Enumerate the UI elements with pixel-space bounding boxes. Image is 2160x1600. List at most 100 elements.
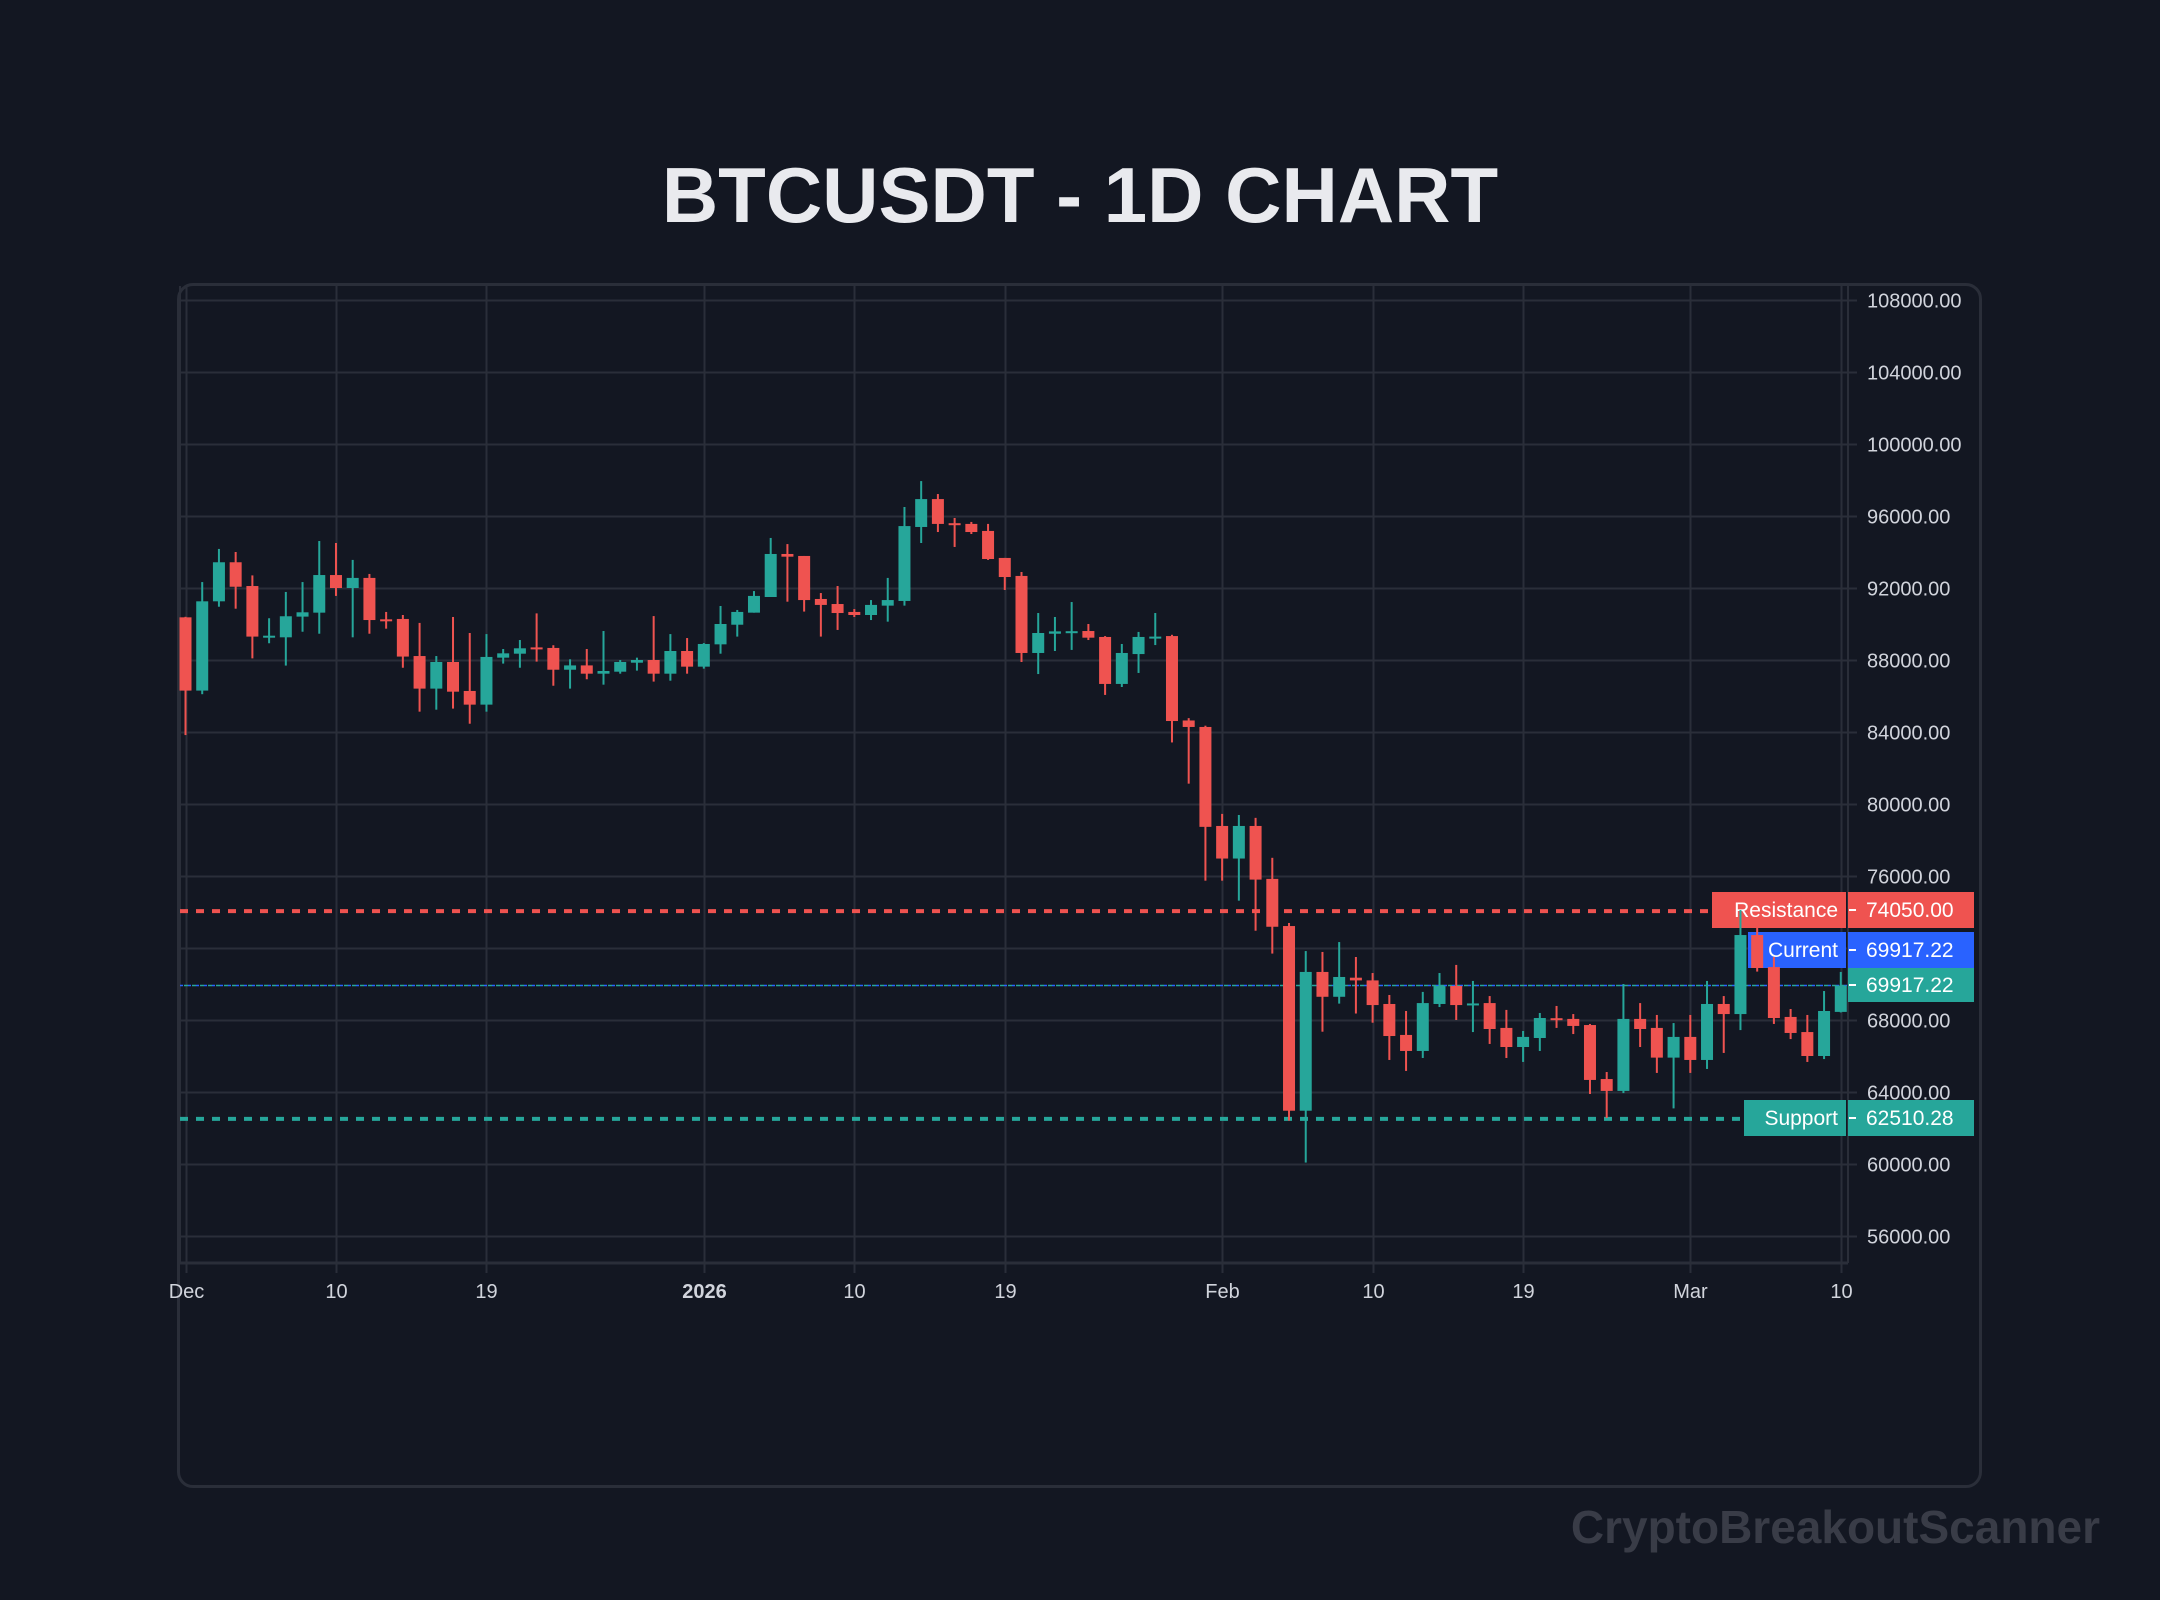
candle: [1383, 994, 1396, 1060]
candle: [1717, 996, 1730, 1053]
candle: [1032, 613, 1045, 675]
candle: [547, 645, 560, 686]
candle: [1266, 857, 1279, 954]
candle: [229, 552, 242, 609]
candle: [1232, 814, 1245, 901]
candle: [1767, 957, 1780, 1024]
candle: [614, 660, 627, 674]
candle: [363, 573, 376, 634]
candle: [1400, 1011, 1413, 1071]
candle: [396, 615, 409, 668]
candle: [179, 616, 192, 736]
candle: [1182, 718, 1195, 784]
time-axis-label: Dec: [169, 1281, 205, 1303]
time-axis-label: 19: [475, 1281, 497, 1303]
candle: [931, 494, 944, 533]
candle: [480, 634, 493, 712]
price-axis-label: 84000.00: [1867, 723, 1950, 745]
candle: [1416, 991, 1429, 1058]
candle: [1316, 951, 1329, 1032]
svg-text:Current: Current: [1768, 939, 1838, 962]
candle: [463, 633, 476, 724]
candle: [1533, 1012, 1546, 1051]
candle: [564, 659, 577, 689]
candle: [430, 656, 443, 710]
time-axis[interactable]: Dec 10 19 2026 10 19 Feb 10 19 Mar 10: [169, 1281, 1853, 1303]
candle: [296, 582, 309, 632]
candle: [714, 606, 727, 654]
candle: [1450, 964, 1463, 1020]
candle: [1216, 813, 1229, 881]
candle: [848, 609, 861, 617]
candle: [1751, 928, 1764, 972]
svg-text:Support: Support: [1764, 1107, 1838, 1130]
candle: [1366, 973, 1379, 1023]
candle: [580, 649, 593, 680]
resistance-tag: Resistance 74050.00: [1712, 892, 1974, 928]
svg-text:69917.22: 69917.22: [1866, 974, 1954, 997]
candle: [1801, 1014, 1814, 1062]
candle: [781, 544, 794, 602]
candle: [764, 537, 777, 597]
candle: [1550, 1005, 1563, 1028]
time-axis-label: Feb: [1205, 1281, 1239, 1303]
candle: [329, 543, 342, 596]
chart-title: BTCUSDT - 1D CHART: [661, 151, 1499, 239]
price-axis-label: 60000.00: [1867, 1155, 1950, 1177]
time-axis-label: 19: [1512, 1281, 1534, 1303]
candles: [179, 481, 1847, 1163]
candle: [530, 613, 543, 662]
price-axis-label: 64000.00: [1867, 1083, 1950, 1105]
svg-text:74050.00: 74050.00: [1866, 899, 1954, 922]
price-axis-label: 100000.00: [1867, 435, 1962, 457]
candle: [1065, 602, 1078, 650]
price-axis-label: 92000.00: [1867, 579, 1950, 601]
candle: [697, 643, 710, 669]
candle: [915, 481, 928, 543]
candle: [1483, 996, 1496, 1044]
candle: [1734, 910, 1747, 1031]
time-axis-label: Mar: [1673, 1281, 1708, 1303]
candle: [1818, 991, 1831, 1060]
price-axis[interactable]: 108000.00 104000.00 100000.00 96000.00 92000…: [1867, 291, 1962, 1249]
candle: [798, 555, 811, 612]
price-level-tags: Resistance 74050.00 Current 69917.22 69917.2…: [1712, 892, 1974, 1136]
price-axis-label: 108000.00: [1867, 291, 1962, 313]
candle: [1684, 1014, 1697, 1073]
candle: [681, 638, 694, 674]
time-axis-label: 10: [843, 1281, 865, 1303]
price-axis-label: 96000.00: [1867, 507, 1950, 529]
candle: [965, 521, 978, 534]
candle: [1600, 1072, 1613, 1118]
candle: [346, 559, 359, 638]
current-tag: Current 69917.22: [1748, 932, 1974, 968]
candle: [1149, 613, 1162, 646]
price-axis-label: 56000.00: [1867, 1227, 1950, 1249]
price-axis-label: 76000.00: [1867, 867, 1950, 889]
candle: [1834, 971, 1847, 1013]
candle: [1349, 957, 1362, 1014]
svg-text:62510.28: 62510.28: [1866, 1107, 1954, 1130]
candle: [881, 577, 894, 622]
candle: [1466, 980, 1479, 1033]
candle: [1299, 951, 1312, 1163]
chart-panel[interactable]: [177, 283, 1982, 1488]
price-axis-label: 80000.00: [1867, 795, 1950, 817]
candle: [1165, 634, 1178, 743]
candle: [1784, 1009, 1797, 1040]
price-level-lines: [180, 909, 1848, 1121]
candle: [1517, 1030, 1530, 1062]
chart-grid: [179, 286, 1857, 1273]
candle: [597, 631, 610, 685]
candle: [1048, 616, 1061, 651]
price-axis-label: 68000.00: [1867, 1011, 1950, 1033]
candle: [246, 575, 259, 659]
watermark-logo: CryptoBreakoutScanner: [1570, 1501, 2100, 1553]
time-axis-label: 2026: [682, 1281, 727, 1303]
last-price-tag: 69917.22: [1848, 968, 1974, 1002]
candle: [647, 616, 660, 682]
candle: [1082, 624, 1095, 641]
candle: [196, 582, 209, 695]
candle: [630, 657, 643, 671]
